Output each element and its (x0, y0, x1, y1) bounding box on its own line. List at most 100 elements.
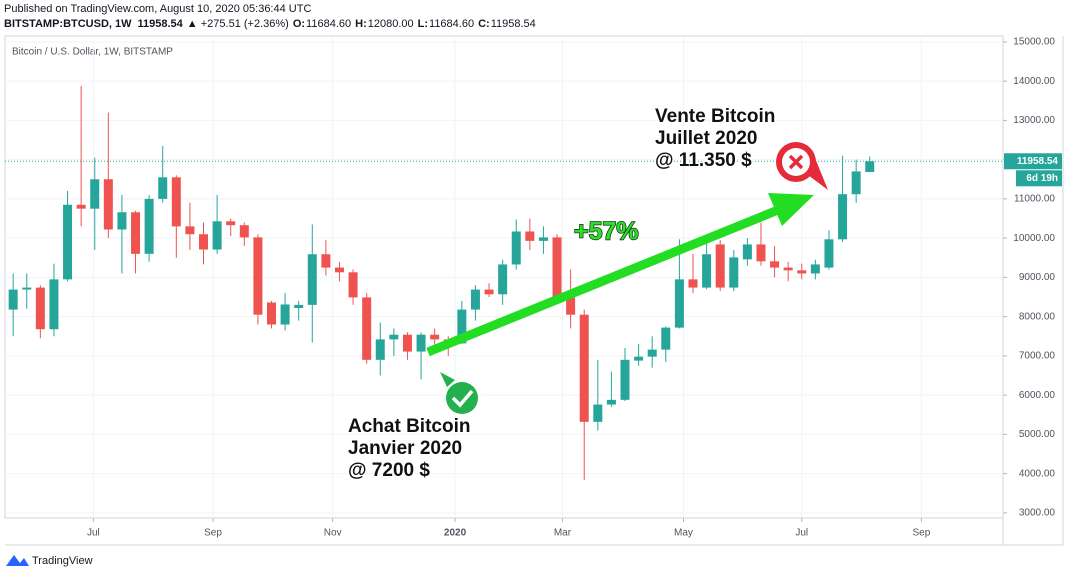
candle-body (294, 304, 304, 309)
y-tick-label: 4000.00 (1019, 468, 1056, 479)
candle-body (579, 314, 589, 422)
candle-body (606, 399, 616, 405)
candle-body (280, 304, 290, 325)
ohlc-label: L: (418, 18, 428, 30)
ohlc-label: H: (355, 18, 367, 30)
candle-body (824, 239, 834, 268)
candle-body (185, 226, 195, 235)
buy-annotation: Janvier 2020 (348, 438, 462, 459)
buy-annotation: @ 7200 $ (348, 460, 430, 481)
y-tick-label: 13000.00 (1013, 115, 1055, 126)
x-tick-label: Sep (204, 528, 222, 539)
y-tick-label: 6000.00 (1019, 390, 1056, 401)
sell-annotation: Vente Bitcoin (655, 106, 775, 127)
candles (8, 85, 875, 480)
y-tick-label: 10000.00 (1013, 233, 1055, 244)
countdown: 6d 19h (1026, 173, 1058, 184)
symbol: BITSTAMP:BTCUSD, 1W (4, 18, 132, 30)
ohlc-value: 12080.00 (368, 18, 414, 30)
candle-body (552, 237, 562, 298)
logo-mark (6, 555, 29, 566)
sell-cross (788, 154, 804, 170)
candle-body (158, 177, 168, 199)
ohlc-label: O: (293, 18, 305, 30)
candle-body (729, 257, 739, 288)
last-price-label: 11958.54 (1017, 156, 1059, 167)
candle-body (212, 221, 222, 250)
ohlc-value: 11684.60 (429, 18, 474, 30)
candle-body (756, 244, 766, 262)
candle-body (810, 264, 820, 274)
candle-body (362, 297, 372, 360)
grid (5, 36, 1007, 522)
y-tick-label: 5000.00 (1019, 429, 1056, 440)
candle-body (470, 289, 480, 310)
candle-body (634, 356, 644, 361)
y-tick-label: 8000.00 (1019, 311, 1056, 322)
candle-body (416, 334, 426, 352)
candle-body (144, 198, 154, 254)
candle-body (851, 171, 861, 195)
y-tick-label: 15000.00 (1013, 37, 1055, 48)
published-note: Published on TradingView.com, August 10,… (4, 3, 311, 15)
header-price: 11958.54 (138, 18, 184, 30)
candle-body (22, 287, 32, 290)
ohlc-value: 11958.54 (491, 18, 536, 30)
x-tick-label: Sep (913, 528, 931, 539)
candle-body (171, 177, 181, 227)
candle-body (702, 254, 712, 288)
candle-body (90, 179, 100, 209)
candle-body (593, 404, 603, 422)
candle-body (63, 204, 73, 280)
candle-body (321, 254, 331, 268)
header-change: ▲ +275.51 (+2.36%) (187, 18, 289, 30)
candle-body (674, 279, 684, 328)
gain-arrow-head (768, 193, 814, 226)
candle-body (334, 267, 344, 273)
countdown-box (1016, 170, 1062, 187)
candle-body (620, 359, 630, 400)
x-tick-label: Jul (795, 528, 808, 539)
y-tick-label: 11000.00 (1014, 194, 1055, 205)
y-tick-label: 7000.00 (1019, 351, 1056, 362)
candle-body (348, 272, 358, 298)
footer-logo: TradingView (6, 555, 93, 567)
candle-body (484, 289, 494, 295)
buy-check (451, 389, 474, 408)
candle-body (838, 194, 848, 240)
ohlc-label: C: (478, 18, 490, 30)
candle-body (457, 309, 467, 344)
buy-annotation: Achat Bitcoin (348, 416, 470, 437)
candle-body (865, 161, 875, 173)
candle-body (76, 204, 86, 209)
candle-body (647, 349, 657, 357)
candle-body (103, 179, 113, 230)
candle-body (49, 279, 59, 330)
candle-body (8, 289, 18, 310)
x-tick-label: Nov (324, 528, 342, 539)
x-tick-label: Jul (87, 528, 100, 539)
candle-body (498, 264, 508, 295)
y-tick-label: 14000.00 (1013, 76, 1055, 87)
sell-annotation: @ 11.350 $ (655, 150, 752, 171)
candle-body (661, 327, 671, 350)
candle-body (226, 221, 236, 226)
chart-title: Bitcoin / U.S. Dollar, 1W, BITSTAMP (12, 47, 173, 58)
buy-icon (446, 382, 478, 414)
candle-body (742, 244, 752, 260)
y-tick-label: 9000.00 (1019, 272, 1056, 283)
gain-arrow (426, 205, 780, 357)
candle-body (402, 334, 412, 352)
candle-body (266, 302, 276, 325)
candle-body (566, 297, 576, 315)
sell-icon-tail (808, 158, 828, 190)
candle-body (35, 287, 45, 330)
candle-body (783, 267, 793, 271)
candle-body (715, 244, 725, 288)
x-tick-label: Mar (554, 528, 572, 539)
candle-body (525, 231, 535, 241)
buy-icon-tail (440, 372, 455, 387)
